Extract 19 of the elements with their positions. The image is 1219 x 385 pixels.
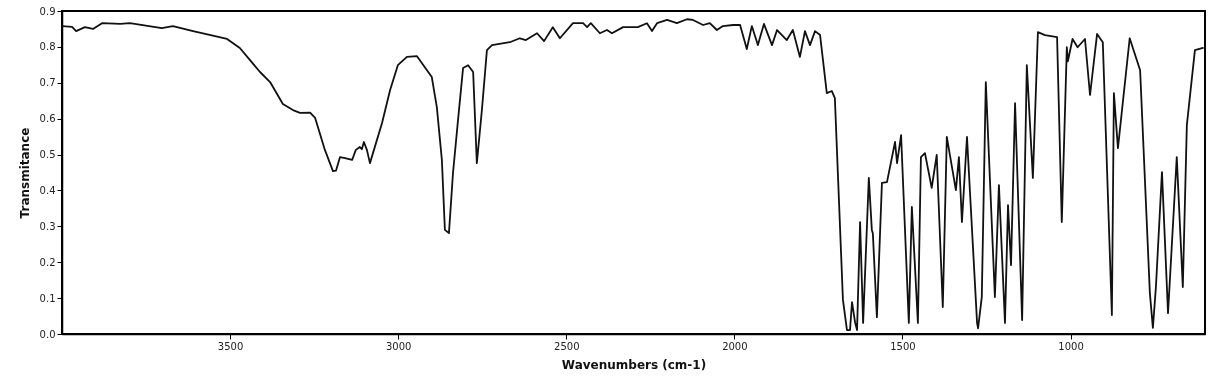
y-tick-label: 0.3	[39, 220, 56, 232]
y-tick-label: 0.1	[39, 292, 56, 304]
y-tick-label: 0.2	[39, 256, 56, 268]
y-tick-label: 0.9	[39, 5, 56, 17]
x-tick-label: 1500	[890, 340, 916, 352]
y-axis-title: Transmitance	[17, 127, 32, 219]
y-tick-label: 0.5	[39, 149, 56, 161]
x-axis-title: Wavenumbers (cm-1)	[561, 357, 707, 372]
x-tick-label: 3000	[385, 340, 412, 352]
y-tick-label: 0.8	[39, 41, 56, 53]
y-tick-label: 0.4	[39, 184, 56, 196]
y-tick-label: 0.7	[39, 77, 56, 89]
x-tick-label: 2000	[722, 340, 748, 352]
x-tick-label: 2500	[554, 340, 580, 352]
x-tick-label: 3500	[217, 340, 244, 352]
x-tick-label: 1000	[1058, 340, 1084, 352]
line-series	[62, 18, 1204, 331]
y-tick-label: 0.6	[39, 113, 56, 125]
y-tick-label: 0.0	[39, 328, 56, 340]
